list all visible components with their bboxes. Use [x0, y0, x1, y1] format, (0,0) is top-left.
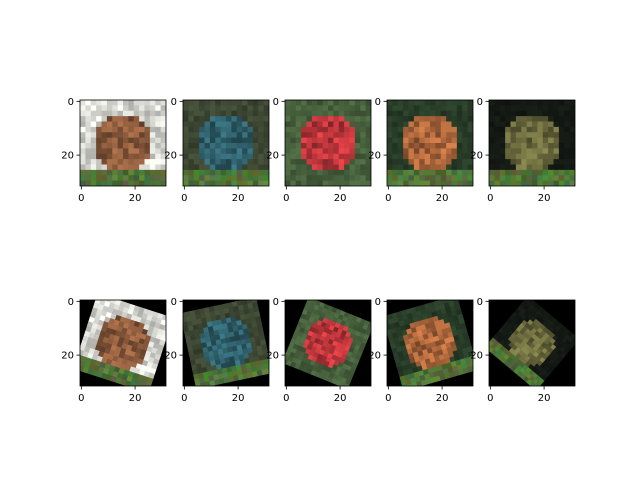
y-tick-label: 20	[164, 151, 177, 162]
panel-1-3: 0 20 0 20	[368, 297, 474, 404]
image-pixels	[80, 100, 166, 186]
axes-frame	[284, 99, 372, 187]
y-tick-label: 20	[164, 351, 177, 362]
image-pixels	[183, 100, 269, 186]
x-tick-label: 20	[436, 193, 449, 204]
axes-frame	[488, 299, 576, 387]
x-tick-label: 0	[385, 193, 391, 204]
axes-frame	[79, 99, 167, 187]
image-pixels	[80, 300, 166, 386]
x-tick-label: 0	[283, 393, 289, 404]
axes-frame	[79, 299, 167, 387]
x-tick-label: 20	[232, 193, 245, 204]
x-tick-label: 0	[487, 193, 493, 204]
panel-0-1: 0 20 0 20	[164, 97, 270, 204]
image-pixels	[285, 100, 371, 186]
y-tick-label: 0	[68, 297, 74, 308]
x-tick-label: 20	[129, 393, 142, 404]
y-tick-label: 20	[368, 151, 381, 162]
axes-frame	[386, 299, 474, 387]
y-tick-label: 0	[68, 97, 74, 108]
image-pixels	[387, 100, 473, 186]
x-tick-label: 0	[78, 393, 84, 404]
y-tick-label: 0	[273, 297, 279, 308]
panel-0-3: 0 20 0 20	[368, 97, 474, 204]
y-tick-label: 0	[171, 297, 177, 308]
panel-1-0: 0 20 0 20	[61, 297, 167, 404]
panel-1-1: 0 20 0 20	[164, 297, 270, 404]
y-tick-label: 20	[470, 351, 483, 362]
x-tick-label: 0	[181, 193, 187, 204]
image-pixels	[285, 300, 371, 386]
x-tick-label: 0	[78, 193, 84, 204]
y-tick-label: 0	[273, 97, 279, 108]
image-pixels	[489, 100, 575, 186]
y-tick-label: 0	[375, 297, 381, 308]
x-tick-label: 20	[334, 193, 347, 204]
axes-frame	[488, 99, 576, 187]
x-tick-label: 0	[385, 393, 391, 404]
y-tick-label: 20	[266, 151, 279, 162]
image-pixels	[387, 300, 473, 386]
y-tick-label: 0	[171, 97, 177, 108]
x-tick-label: 0	[487, 393, 493, 404]
panel-0-0: 0 20 0 20	[61, 97, 167, 204]
image-pixels	[183, 300, 269, 386]
y-tick-label: 20	[61, 151, 74, 162]
axes-frame	[386, 99, 474, 187]
x-tick-label: 0	[283, 193, 289, 204]
image-pixels	[489, 300, 575, 386]
y-tick-label: 0	[375, 97, 381, 108]
panel-1-2: 0 20 0 20	[266, 297, 372, 404]
axes-frame	[284, 299, 372, 387]
y-tick-label: 0	[477, 97, 483, 108]
x-tick-label: 20	[334, 393, 347, 404]
x-tick-label: 20	[538, 193, 551, 204]
y-tick-label: 20	[266, 351, 279, 362]
panel-0-2: 0 20 0 20	[266, 97, 372, 204]
axes-frame	[182, 299, 270, 387]
axes-frame	[182, 99, 270, 187]
y-tick-label: 20	[61, 351, 74, 362]
y-tick-label: 0	[477, 297, 483, 308]
panel-0-4: 0 20 0 20	[470, 97, 576, 204]
panel-1-4: 0 20 0 20	[470, 297, 576, 404]
x-tick-label: 0	[181, 393, 187, 404]
x-tick-label: 20	[436, 393, 449, 404]
x-tick-label: 20	[129, 193, 142, 204]
y-tick-label: 20	[470, 151, 483, 162]
x-tick-label: 20	[232, 393, 245, 404]
y-tick-label: 20	[368, 351, 381, 362]
x-tick-label: 20	[538, 393, 551, 404]
